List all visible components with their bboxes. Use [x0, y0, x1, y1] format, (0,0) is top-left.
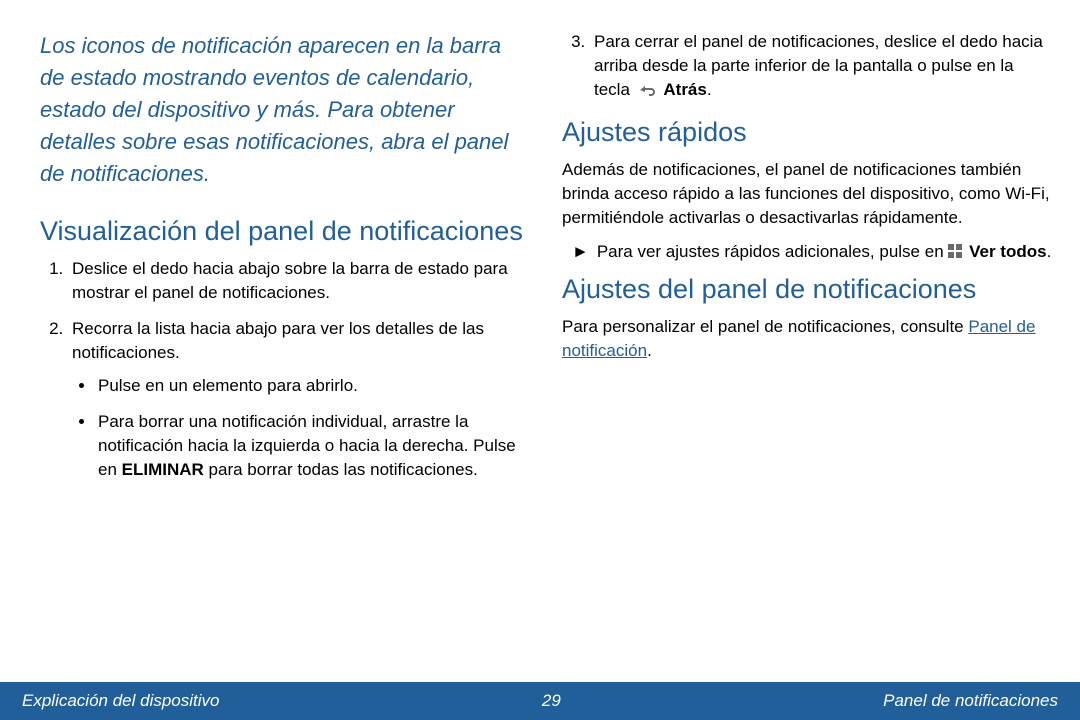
- ajustes-panel-text: Para personalizar el panel de notificaci…: [562, 315, 1052, 363]
- step-2: Recorra la lista hacia abajo para ver lo…: [68, 317, 530, 482]
- ajustes-rapidos-text: Además de notificaciones, el panel de no…: [562, 158, 1052, 229]
- arrow-c: .: [1047, 242, 1052, 261]
- heading-visualizacion: Visualización del panel de notificacione…: [40, 215, 530, 249]
- intro-paragraph: Los iconos de notificación aparecen en l…: [40, 30, 530, 189]
- content-area: Los iconos de notificación aparecen en l…: [0, 0, 1080, 682]
- heading-ajustes-rapidos: Ajustes rápidos: [562, 116, 1052, 150]
- page-number: 29: [542, 691, 561, 711]
- step-3: Para cerrar el panel de notificaciones, …: [590, 30, 1052, 104]
- step-1: Deslice el dedo hacia abajo sobre la bar…: [68, 257, 530, 305]
- p3-a: Para personalizar el panel de notificaci…: [562, 317, 968, 336]
- sub-item-clear-c: para borrar todas las notificaciones.: [204, 460, 478, 479]
- step-2-sublist: Pulse en un elemento para abrirlo. Para …: [72, 374, 530, 481]
- ver-todos-label: Ver todos: [969, 242, 1046, 261]
- heading-ajustes-panel: Ajustes del panel de notificaciones: [562, 273, 1052, 307]
- steps-list: Deslice el dedo hacia abajo sobre la bar…: [40, 257, 530, 481]
- grid-icon: [948, 244, 962, 258]
- left-column: Los iconos de notificación aparecen en l…: [40, 30, 530, 672]
- atras-label: Atrás: [663, 80, 706, 99]
- footer-bar: Explicación del dispositivo 29 Panel de …: [0, 682, 1080, 720]
- p3-c: .: [647, 341, 652, 360]
- footer-left: Explicación del dispositivo: [22, 691, 220, 711]
- arrow-a: Para ver ajustes rápidos adicionales, pu…: [597, 242, 949, 261]
- arrow-icon: ►: [572, 240, 589, 264]
- step-3-a: Para cerrar el panel de notificaciones, …: [594, 32, 1043, 99]
- back-icon: [637, 81, 657, 105]
- sub-item-clear: Para borrar una notificación individual,…: [96, 410, 530, 481]
- page: Los iconos de notificación aparecen en l…: [0, 0, 1080, 720]
- eliminar-label: ELIMINAR: [122, 460, 204, 479]
- arrow-bullet: ► Para ver ajustes rápidos adicionales, …: [562, 240, 1052, 264]
- steps-list-cont: Para cerrar el panel de notificaciones, …: [562, 30, 1052, 104]
- step-2-text: Recorra la lista hacia abajo para ver lo…: [72, 319, 484, 362]
- step-3-c: .: [707, 80, 712, 99]
- right-column: Para cerrar el panel de notificaciones, …: [562, 30, 1052, 672]
- footer-right: Panel de notificaciones: [883, 691, 1058, 711]
- sub-item-open: Pulse en un elemento para abrirlo.: [96, 374, 530, 398]
- arrow-text: Para ver ajustes rápidos adicionales, pu…: [597, 240, 1052, 264]
